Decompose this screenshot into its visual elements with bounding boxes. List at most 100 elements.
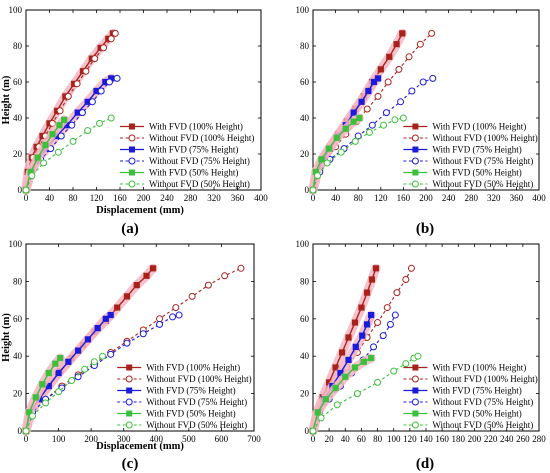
data-point: [377, 66, 384, 73]
data-point: [55, 369, 62, 377]
chart-panel-4: 0 20 40 60 80 100 120 140 160 180 200 220 240 260 2800…: [296, 239, 547, 472]
legend-marker: [125, 421, 133, 429]
data-point: [368, 354, 375, 362]
data-point: [156, 320, 164, 328]
legend-entry: With FVD (50% Height): [432, 168, 521, 178]
data-point: [395, 65, 403, 73]
x-tick-label: 300: [117, 434, 131, 444]
x-tick-label: 180: [452, 434, 466, 444]
legend: With FVD (100% Height)Without FVD (100% …: [120, 122, 254, 189]
legend-marker: [412, 387, 419, 394]
legend: With FVD (100% Height)Without FVD (100% …: [117, 363, 252, 430]
y-tick-label: 80: [13, 276, 23, 286]
legend-marker: [125, 398, 133, 406]
data-point: [55, 388, 63, 396]
y-axis-label: Height (m): [1, 313, 12, 362]
legend-marker: [412, 410, 419, 417]
data-point: [123, 339, 131, 347]
data-point: [34, 154, 41, 161]
data-point: [368, 311, 375, 319]
data-point: [309, 427, 317, 435]
data-point: [45, 369, 52, 377]
series-without-fvd-50-height-: [22, 114, 115, 194]
data-point: [82, 67, 90, 75]
data-point: [78, 109, 86, 117]
data-point: [68, 121, 76, 129]
data-point: [356, 114, 363, 122]
data-point: [42, 141, 49, 149]
data-point: [69, 137, 77, 145]
data-point: [402, 276, 410, 284]
data-point: [363, 321, 371, 328]
data-point: [353, 390, 361, 398]
data-point: [337, 148, 345, 156]
x-tick-label: 200: [137, 193, 151, 203]
y-tick-label: 0: [18, 426, 23, 436]
data-point: [384, 78, 392, 86]
data-point: [352, 343, 359, 350]
legend-marker: [129, 146, 135, 153]
x-tick-label: 120: [374, 193, 388, 203]
data-point: [107, 114, 115, 122]
data-point: [100, 44, 108, 52]
x-tick-label: 280: [532, 434, 546, 444]
data-point: [175, 311, 183, 319]
data-point: [314, 172, 322, 180]
legend-marker: [411, 134, 419, 142]
data-point: [314, 409, 321, 416]
data-point: [332, 384, 339, 392]
data-point: [99, 352, 107, 360]
series-with-fvd-50-height-: [21, 115, 69, 195]
data-point: [374, 319, 382, 327]
legend-marker: [411, 375, 419, 383]
data-point: [354, 132, 362, 140]
data-point: [169, 313, 177, 321]
data-point: [338, 349, 346, 356]
legend-entry: With FVD (50% Height): [146, 409, 235, 419]
data-point: [114, 304, 121, 311]
data-point: [379, 332, 387, 340]
x-tick-label: 0: [311, 434, 316, 444]
series-without-fvd-50-height-: [22, 352, 107, 435]
data-point: [358, 98, 365, 105]
legend-marker: [129, 123, 135, 130]
series-highlight: [21, 263, 158, 436]
x-tick-label: 400: [254, 193, 268, 203]
data-point: [408, 87, 416, 95]
y-tick-label: 60: [300, 77, 310, 87]
legend-entry: Without FVD (50% Height): [432, 420, 533, 430]
panel-label: (a): [121, 221, 139, 237]
legend-entry: With FVD (75% Height): [149, 145, 238, 155]
data-point: [172, 304, 180, 312]
x-tick-label: 0: [24, 193, 29, 203]
y-tick-label: 100: [296, 5, 310, 15]
legend-entry: Without FVD (75% Height): [146, 397, 247, 407]
x-tick-label: 0: [24, 434, 29, 444]
data-point: [351, 137, 359, 145]
y-tick-label: 20: [300, 389, 310, 399]
data-point: [95, 119, 103, 127]
legend-marker: [412, 123, 419, 130]
data-point: [414, 352, 422, 360]
data-point: [359, 332, 366, 339]
data-point: [342, 125, 349, 132]
data-point: [407, 264, 415, 272]
data-point: [221, 272, 229, 280]
data-point: [88, 98, 96, 106]
y-tick-label: 60: [13, 314, 23, 324]
data-point: [372, 265, 380, 272]
data-point: [73, 80, 81, 88]
data-point: [318, 156, 325, 163]
data-point: [386, 53, 393, 60]
data-point: [393, 289, 401, 297]
y-axis-label: Height (m): [1, 75, 12, 124]
x-tick-label: 320: [207, 193, 221, 203]
legend-marker: [126, 410, 133, 417]
legend-marker: [125, 375, 133, 383]
data-point: [350, 118, 357, 125]
data-point: [57, 354, 64, 362]
series-line: [312, 33, 432, 191]
data-point: [84, 336, 91, 343]
data-point: [333, 134, 340, 141]
legend-entry: With FVD (75% Height): [432, 145, 521, 155]
